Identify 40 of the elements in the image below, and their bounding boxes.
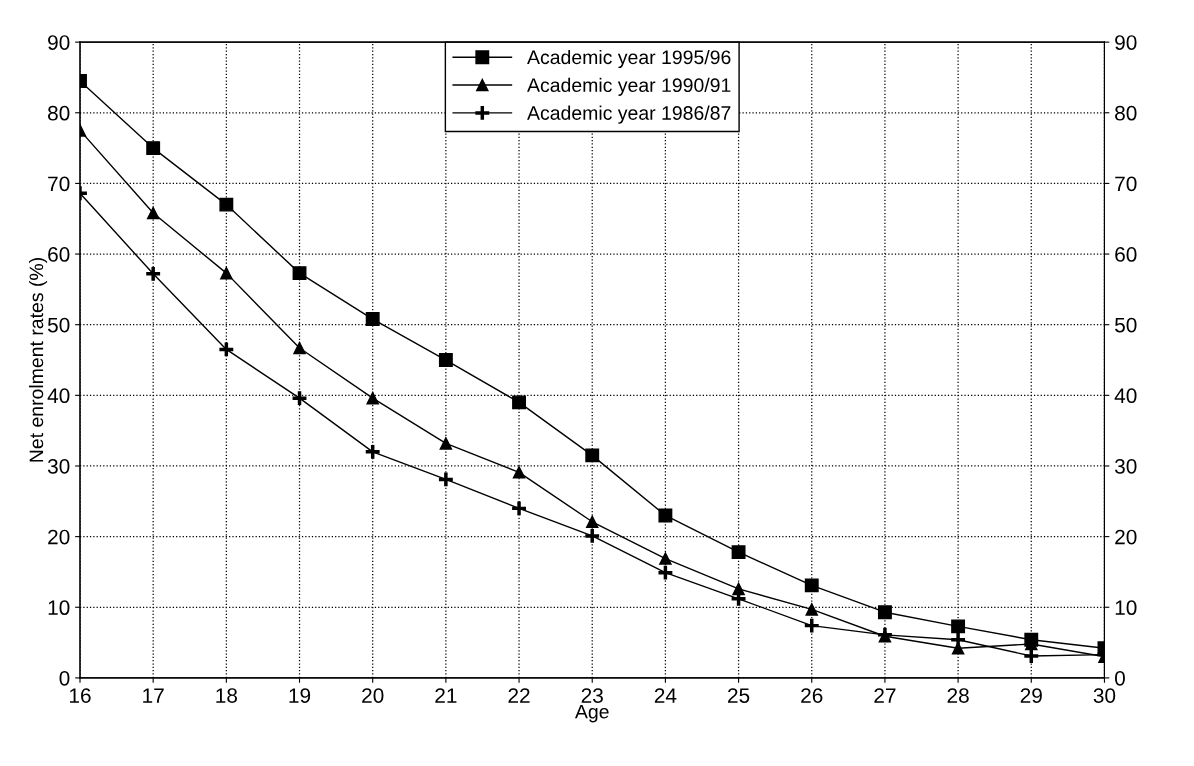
legend-label: Academic year 1995/96 [527,49,731,69]
y-tick-label: 80 [48,105,70,121]
y-tick-label: 10 [48,600,70,616]
x-tick-label: 30 [1093,688,1116,703]
x-tick-label: 20 [362,688,384,703]
y2-tick-label: 20 [1115,529,1137,545]
y-tick-label: 40 [47,388,70,404]
y-tick-label: 30 [47,458,70,474]
legend-label: Academic year 1986/87 [527,105,731,124]
x-axis-title: Age [574,704,609,723]
y-axis-title: Net enrolment rates (%) [28,258,48,462]
legend-label: Academic year 1990/91 [527,77,731,96]
x-tick-label: 26 [801,688,823,703]
x-tick-label: 27 [874,688,896,703]
y-tick-label: 70 [48,176,70,192]
x-tick-label: 29 [1020,688,1042,703]
x-tick-label: 21 [435,688,457,703]
y2-tick-label: 60 [1115,247,1137,262]
y2-tick-label: 30 [1114,458,1137,474]
x-tick-label: 17 [143,688,164,703]
x-tick-label: 23 [581,688,603,703]
y-tick-label: 0 [59,670,70,686]
y-tick-label: 60 [48,247,70,262]
y2-tick-label: 40 [1114,388,1137,404]
x-tick-label: 16 [70,688,91,703]
y2-tick-label: 70 [1115,176,1137,192]
x-tick-label: 18 [216,688,238,703]
x-tick-label: 25 [728,688,750,703]
y2-tick-label: 80 [1115,105,1137,121]
y-tick-label: 90 [48,35,70,50]
y2-tick-label: 90 [1115,35,1137,50]
x-tick-label: 24 [654,688,677,703]
x-tick-label: 22 [508,688,530,703]
y-tick-label: 20 [48,529,70,545]
y2-tick-label: 10 [1115,600,1137,616]
x-tick-label: 19 [289,688,311,703]
y2-tick-label: 0 [1114,670,1125,686]
y2-tick-label: 50 [1115,317,1137,333]
y-tick-label: 50 [47,317,70,333]
x-tick-label: 28 [947,688,969,703]
